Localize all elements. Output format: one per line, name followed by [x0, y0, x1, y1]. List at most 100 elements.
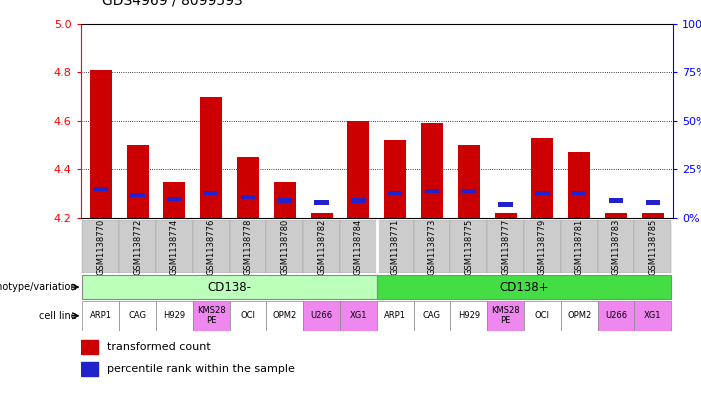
Bar: [81, 362, 98, 376]
Bar: [498, 202, 512, 207]
Text: GSM1138774: GSM1138774: [170, 219, 179, 275]
Bar: [278, 198, 292, 203]
FancyBboxPatch shape: [119, 301, 156, 331]
Text: ARP1: ARP1: [384, 311, 406, 320]
FancyBboxPatch shape: [376, 220, 414, 273]
FancyBboxPatch shape: [414, 220, 450, 273]
Bar: [608, 198, 623, 203]
FancyBboxPatch shape: [304, 220, 340, 273]
FancyBboxPatch shape: [524, 301, 561, 331]
FancyBboxPatch shape: [450, 220, 487, 273]
Bar: [572, 191, 586, 195]
Bar: [421, 123, 443, 218]
FancyBboxPatch shape: [83, 220, 119, 273]
Text: XG1: XG1: [644, 311, 662, 320]
Text: GSM1138781: GSM1138781: [575, 219, 584, 275]
Bar: [81, 340, 98, 354]
Bar: [315, 200, 329, 205]
Text: GSM1138784: GSM1138784: [354, 219, 363, 275]
FancyBboxPatch shape: [156, 301, 193, 331]
FancyBboxPatch shape: [193, 301, 230, 331]
Bar: [311, 213, 333, 218]
Text: CAG: CAG: [423, 311, 441, 320]
FancyBboxPatch shape: [266, 220, 304, 273]
Text: genotype/variation: genotype/variation: [0, 282, 77, 292]
FancyBboxPatch shape: [304, 301, 340, 331]
FancyBboxPatch shape: [487, 220, 524, 273]
Bar: [130, 193, 145, 197]
Bar: [274, 182, 296, 218]
Bar: [494, 213, 517, 218]
Bar: [605, 213, 627, 218]
Bar: [94, 187, 108, 191]
FancyBboxPatch shape: [376, 301, 414, 331]
Text: U266: U266: [605, 311, 627, 320]
Text: CAG: CAG: [129, 311, 147, 320]
FancyBboxPatch shape: [597, 301, 634, 331]
Text: GSM1138773: GSM1138773: [428, 219, 437, 275]
FancyBboxPatch shape: [487, 301, 524, 331]
Text: GSM1138778: GSM1138778: [243, 219, 252, 275]
FancyBboxPatch shape: [561, 301, 597, 331]
FancyBboxPatch shape: [230, 220, 266, 273]
Text: GSM1138783: GSM1138783: [611, 219, 620, 275]
FancyBboxPatch shape: [266, 301, 304, 331]
Text: GSM1138780: GSM1138780: [280, 219, 290, 275]
FancyBboxPatch shape: [597, 220, 634, 273]
Text: GSM1138770: GSM1138770: [96, 219, 105, 275]
Text: percentile rank within the sample: percentile rank within the sample: [107, 364, 295, 374]
Text: GSM1138771: GSM1138771: [390, 219, 400, 275]
Text: GSM1138777: GSM1138777: [501, 219, 510, 275]
Text: KMS28
PE: KMS28 PE: [197, 306, 226, 325]
Text: XG1: XG1: [350, 311, 367, 320]
FancyBboxPatch shape: [524, 220, 561, 273]
Text: CD138+: CD138+: [499, 281, 549, 294]
Text: H929: H929: [163, 311, 186, 320]
Bar: [388, 191, 402, 195]
Text: cell line: cell line: [39, 311, 77, 321]
FancyBboxPatch shape: [83, 301, 119, 331]
Bar: [200, 97, 222, 218]
Bar: [204, 191, 219, 195]
Text: H929: H929: [458, 311, 479, 320]
Text: GSM1138779: GSM1138779: [538, 219, 547, 275]
FancyBboxPatch shape: [414, 301, 450, 331]
FancyBboxPatch shape: [376, 275, 671, 299]
FancyBboxPatch shape: [230, 301, 266, 331]
Text: GSM1138785: GSM1138785: [648, 219, 658, 275]
Text: OCI: OCI: [535, 311, 550, 320]
Text: GSM1138775: GSM1138775: [464, 219, 473, 275]
Bar: [127, 145, 149, 218]
FancyBboxPatch shape: [340, 301, 376, 331]
FancyBboxPatch shape: [561, 220, 597, 273]
FancyBboxPatch shape: [634, 220, 671, 273]
FancyBboxPatch shape: [119, 220, 156, 273]
Bar: [384, 140, 406, 218]
Bar: [90, 70, 112, 218]
Bar: [535, 191, 550, 195]
Text: ARP1: ARP1: [90, 311, 112, 320]
Bar: [568, 152, 590, 218]
Bar: [237, 157, 259, 218]
Text: GDS4969 / 8099593: GDS4969 / 8099593: [102, 0, 243, 8]
FancyBboxPatch shape: [83, 275, 376, 299]
Text: OCI: OCI: [240, 311, 256, 320]
Bar: [458, 145, 479, 218]
FancyBboxPatch shape: [340, 220, 376, 273]
Bar: [168, 196, 182, 201]
Text: OPM2: OPM2: [567, 311, 591, 320]
Bar: [425, 189, 439, 193]
Bar: [531, 138, 553, 218]
FancyBboxPatch shape: [450, 301, 487, 331]
FancyBboxPatch shape: [156, 220, 193, 273]
Text: CD138-: CD138-: [207, 281, 252, 294]
FancyBboxPatch shape: [634, 301, 671, 331]
Text: GSM1138772: GSM1138772: [133, 219, 142, 275]
Text: KMS28
PE: KMS28 PE: [491, 306, 520, 325]
Bar: [641, 213, 664, 218]
Text: GSM1138776: GSM1138776: [207, 219, 216, 275]
FancyBboxPatch shape: [193, 220, 230, 273]
Bar: [351, 198, 365, 203]
Bar: [646, 200, 660, 205]
Text: transformed count: transformed count: [107, 342, 211, 352]
